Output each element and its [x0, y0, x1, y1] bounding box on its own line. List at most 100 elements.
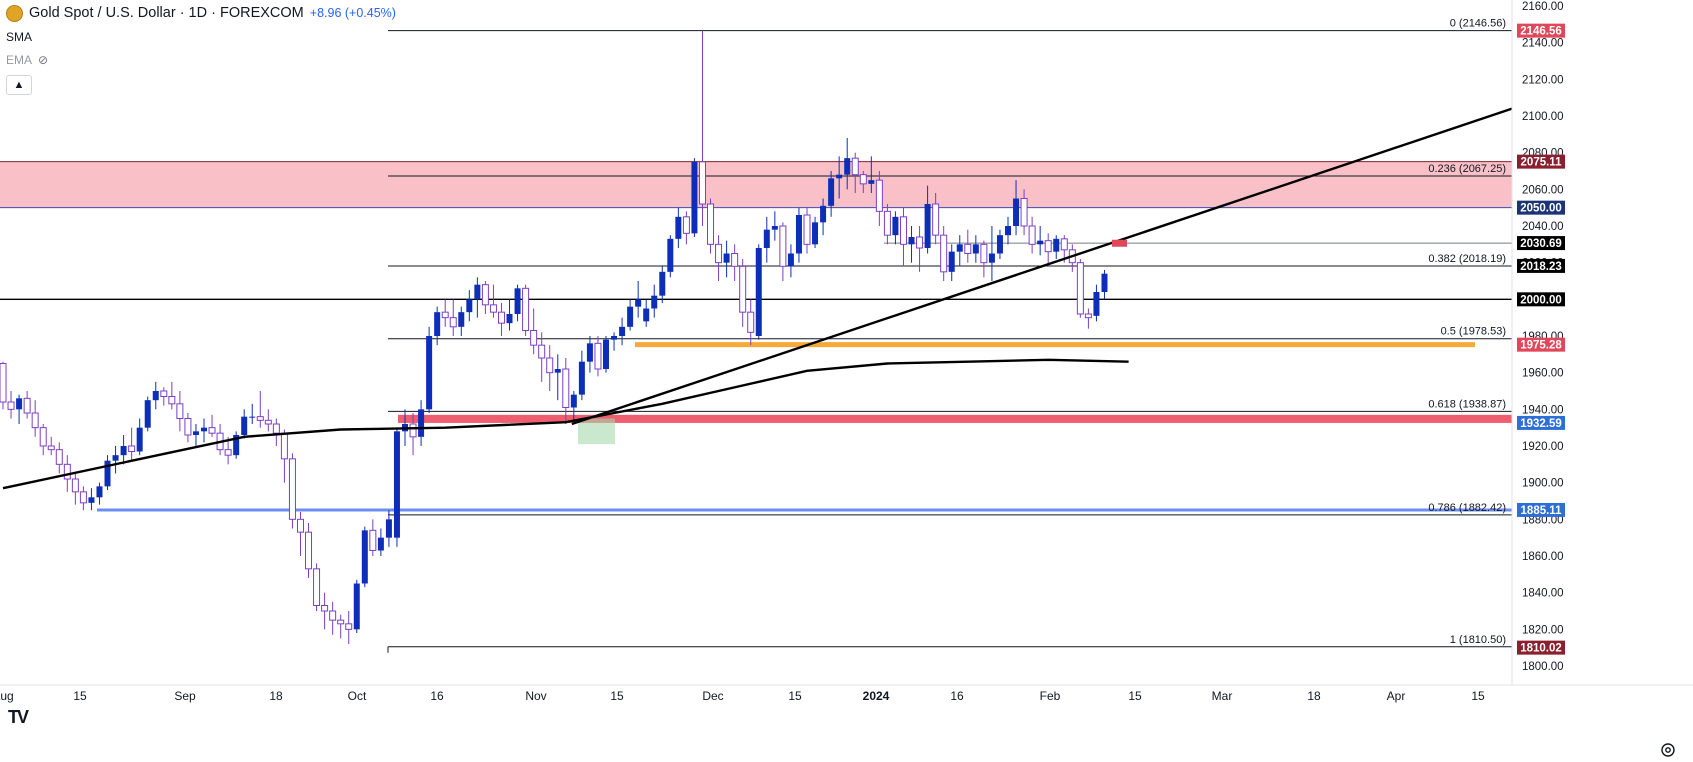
fib-label-2: 0.382 (2018.19): [1428, 253, 1506, 265]
candle-body-90: [723, 253, 730, 263]
candle-body-91: [731, 253, 739, 267]
y-tick-0: 1800.00: [1522, 661, 1564, 673]
symbol-title[interactable]: Gold Spot / U.S. Dollar · 1D · FOREXCOM: [29, 5, 304, 21]
x-tick-12: Feb: [1040, 689, 1061, 703]
price-label-7: 1932.59: [1520, 418, 1562, 430]
candle-body-119: [956, 244, 963, 252]
candle-body-62: [497, 311, 505, 324]
candle-body-3: [23, 397, 31, 414]
candle-body-68: [546, 357, 554, 374]
tradingview-logo-icon[interactable]: TV: [8, 707, 29, 727]
x-tick-2: Sep: [174, 689, 196, 703]
x-tick-0: Aug: [0, 689, 14, 703]
candle-body-49: [393, 431, 400, 538]
candle-body-125: [1005, 226, 1011, 236]
candle-body-51: [409, 423, 417, 438]
candle-body-66: [530, 330, 538, 346]
settings-icon[interactable]: [1660, 742, 1676, 758]
candle-body-42: [337, 619, 345, 625]
candle-body-94: [755, 248, 762, 336]
candle-body-87: [698, 161, 706, 205]
candle-body-86: [691, 161, 698, 234]
candle-body-72: [578, 361, 585, 395]
candle-body-123: [988, 253, 995, 263]
candle-body-0: [0, 363, 7, 403]
candle-body-128: [1028, 225, 1036, 245]
x-tick-4: Oct: [348, 689, 367, 703]
candle-body-45: [361, 530, 368, 584]
candle-body-38: [305, 531, 313, 570]
candle-body-25: [201, 427, 207, 432]
candle-body-129: [1037, 240, 1044, 245]
candle-body-12: [96, 486, 103, 498]
candle-body-114: [916, 236, 924, 249]
x-tick-3: 18: [269, 689, 283, 703]
candle-body-71: [570, 394, 577, 408]
candle-body-83: [667, 238, 674, 272]
x-tick-13: 15: [1128, 689, 1142, 703]
candle-body-117: [940, 234, 948, 273]
candle-body-74: [594, 342, 602, 370]
candle-body-32: [256, 416, 264, 421]
price-label-4: 2018.23: [1520, 261, 1562, 273]
candle-body-26: [208, 427, 216, 434]
candle-body-95: [763, 229, 770, 248]
candle-body-4: [31, 412, 39, 429]
x-tick-9: 15: [788, 689, 802, 703]
price-label-bg-9: [1517, 640, 1565, 655]
candle-body-131: [1053, 238, 1060, 252]
candle-body-55: [441, 311, 449, 319]
candle-body-37: [296, 518, 304, 533]
candle-body-99: [795, 215, 802, 254]
candle-body-5: [39, 427, 47, 447]
moving-average-line: [2, 358, 1129, 490]
price-label-3: 2030.69: [1520, 238, 1562, 250]
candle-body-28: [224, 449, 232, 456]
candle-body-78: [627, 306, 634, 327]
candle-body-43: [345, 623, 353, 630]
indicator-sma[interactable]: SMA: [6, 30, 33, 44]
candle-body-110: [883, 210, 891, 236]
fib-label-1: 0.236 (2067.25): [1428, 163, 1506, 175]
y-tick-16: 2120.00: [1522, 74, 1564, 86]
candle-body-64: [514, 288, 521, 314]
candle-body-79: [635, 299, 642, 307]
candle-body-81: [651, 295, 658, 309]
eye-hidden-icon[interactable]: ⊘: [38, 53, 49, 67]
price-label-8: 1885.11: [1521, 505, 1563, 517]
fib-label-3: 0.5 (1978.53): [1441, 326, 1506, 338]
x-tick-11: 16: [950, 689, 964, 703]
candle-body-98: [787, 253, 794, 267]
candle-body-15: [120, 446, 127, 456]
candle-body-107: [859, 174, 867, 185]
candle-body-127: [1020, 198, 1028, 227]
candle-body-134: [1076, 262, 1084, 315]
x-tick-7: 15: [610, 689, 624, 703]
candle-body-112: [899, 216, 907, 245]
fib-label-5: 0.786 (1882.42): [1428, 502, 1506, 514]
candle-body-46: [369, 529, 377, 551]
candle-body-21: [168, 396, 176, 405]
price-label-bg-6: [1517, 337, 1565, 352]
x-tick-10: 2024: [863, 689, 890, 703]
candle-body-13: [104, 460, 111, 487]
chevron-up-icon[interactable]: ▲: [6, 75, 32, 95]
candle-body-136: [1093, 292, 1100, 316]
candle-body-40: [321, 605, 329, 612]
price-label-0: 2146.56: [1520, 26, 1562, 38]
indicator-ema[interactable]: EMA ⊘: [6, 51, 396, 69]
candle-body-89: [715, 243, 723, 264]
candle-body-47: [377, 537, 384, 551]
candle-body-118: [948, 251, 955, 272]
gold-coin-icon: [6, 4, 23, 22]
candle-body-11: [88, 497, 95, 503]
price-label-bg-4: [1517, 258, 1565, 273]
candle-body-53: [426, 336, 433, 410]
candle-body-61: [489, 304, 497, 313]
candle-body-34: [272, 423, 280, 434]
candle-body-58: [466, 299, 473, 313]
candle-body-8: [63, 463, 71, 480]
candle-body-76: [611, 336, 618, 340]
y-tick-1: 1820.00: [1522, 624, 1564, 636]
